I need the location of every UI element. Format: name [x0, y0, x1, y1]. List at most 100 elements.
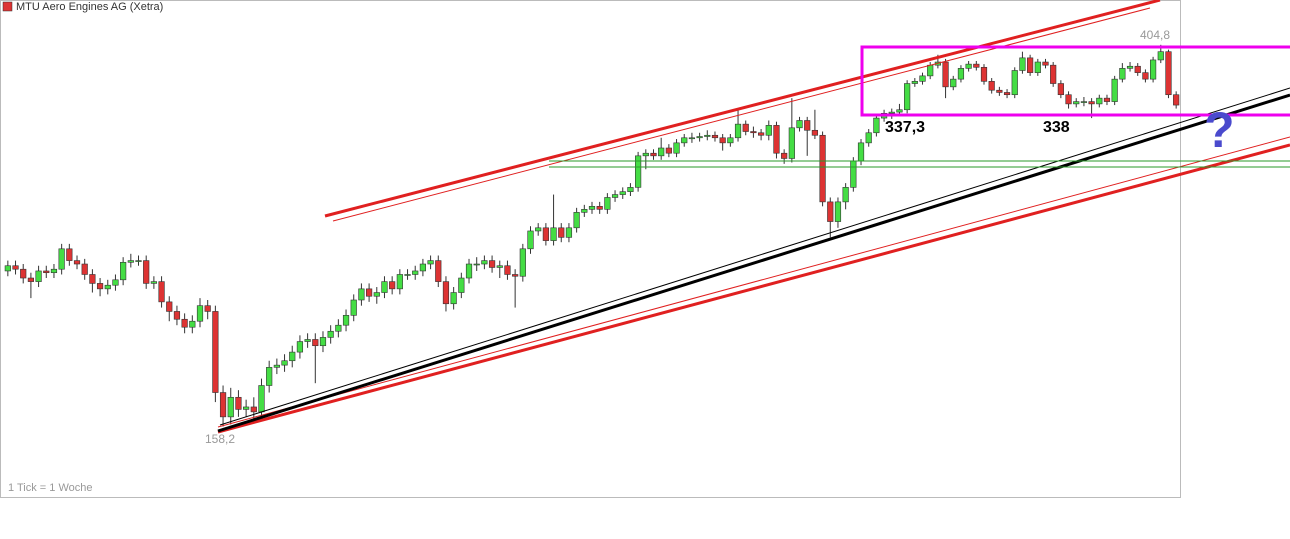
candle-body [504, 265, 511, 275]
candle-body [565, 227, 573, 238]
candle-body [1011, 70, 1018, 96]
candle-body [734, 123, 742, 139]
candle-body [235, 396, 242, 410]
candle-body [227, 396, 234, 418]
candle-body [604, 197, 611, 210]
candle-body [481, 260, 488, 265]
candle-body [266, 367, 273, 386]
candle-body [127, 260, 134, 263]
candle-body [342, 315, 350, 326]
candle-body [519, 248, 526, 277]
candle-body [896, 109, 903, 113]
candle-body [727, 137, 734, 144]
candle-body [104, 284, 111, 290]
chart-title: MTU Aero Engines AG (Xetra) [16, 1, 163, 13]
candle-body [312, 339, 319, 347]
candle-body [327, 330, 334, 338]
candle-body [650, 152, 657, 157]
candle-body [857, 142, 865, 162]
candle-body [281, 360, 288, 366]
candle-body [1073, 101, 1080, 105]
candle-body [373, 292, 380, 297]
candle-body [842, 187, 849, 203]
candle-body [688, 137, 696, 140]
trend-line [217, 143, 1290, 434]
candle-body [850, 160, 857, 188]
candle-body [1050, 64, 1057, 84]
candle-body [681, 137, 688, 144]
candle-body [1065, 94, 1072, 105]
candle-body [757, 132, 765, 136]
candle-body [1103, 97, 1111, 102]
candle-body [43, 270, 50, 274]
candle-body [904, 83, 911, 111]
candle-body [665, 147, 672, 154]
candle-body [81, 263, 88, 275]
candle-body [189, 320, 196, 328]
candle-body [973, 63, 980, 68]
candle-body [143, 260, 150, 284]
candle-body [642, 152, 649, 157]
candle-body [289, 351, 296, 362]
candle-body [1134, 65, 1141, 73]
note: 1 Tick = 1 Woche [8, 482, 92, 494]
candle-body [196, 305, 204, 322]
candle-body [781, 152, 788, 159]
candle-body [627, 187, 634, 192]
candle-body [296, 341, 304, 353]
candle-body [788, 127, 795, 159]
candle-body [804, 120, 811, 131]
labels: MTU Aero Engines AG (Xetra) 1 Tick = 1 W… [2, 1, 1235, 494]
candle-body [811, 129, 819, 136]
trend-line [324, 0, 1161, 218]
range-box [860, 45, 1290, 117]
candle-body [550, 227, 557, 241]
candle-body [1096, 97, 1103, 105]
candle-body [473, 263, 480, 266]
candle-body [120, 261, 127, 281]
candle-body [558, 227, 565, 238]
annotation: 337,3 [885, 119, 925, 136]
candle-body [450, 292, 457, 305]
candle-body [404, 274, 411, 276]
candle-body [350, 299, 357, 316]
candle-body [827, 201, 834, 222]
candle-body [1173, 94, 1180, 106]
candle-body [996, 89, 1003, 93]
candle-body [988, 81, 995, 91]
candle-body [965, 63, 972, 69]
candle-body [1034, 61, 1041, 73]
candle-body [596, 206, 603, 210]
candle-body [381, 281, 388, 293]
candle-body [319, 337, 327, 347]
candle-body [419, 263, 427, 272]
candle-body [435, 260, 442, 282]
candle-body [588, 206, 596, 210]
annotation: 158,2 [205, 432, 235, 446]
trend-line [217, 136, 1290, 428]
candle-body [258, 385, 265, 413]
candle-body [20, 268, 27, 279]
trend-line [219, 87, 1290, 426]
candle-body [1088, 101, 1095, 105]
candle-body [1057, 83, 1064, 96]
candle-body [488, 260, 496, 268]
annotation: 404,8 [1140, 28, 1170, 42]
candle-body [1157, 51, 1164, 61]
candle-body [50, 268, 58, 274]
candle-body [635, 155, 642, 188]
candle-body [465, 263, 473, 279]
candle-body [742, 123, 749, 132]
candle-body [135, 260, 142, 262]
candle-body [365, 288, 373, 297]
candle-body [1027, 57, 1034, 73]
plot-border [0, 0, 1181, 498]
candle-body [158, 281, 165, 303]
candle-body [873, 117, 880, 134]
candle-body [1126, 65, 1134, 69]
candle-body [980, 66, 988, 82]
candle-body [427, 260, 434, 265]
candle-body [173, 311, 181, 320]
candle-body [834, 201, 842, 222]
